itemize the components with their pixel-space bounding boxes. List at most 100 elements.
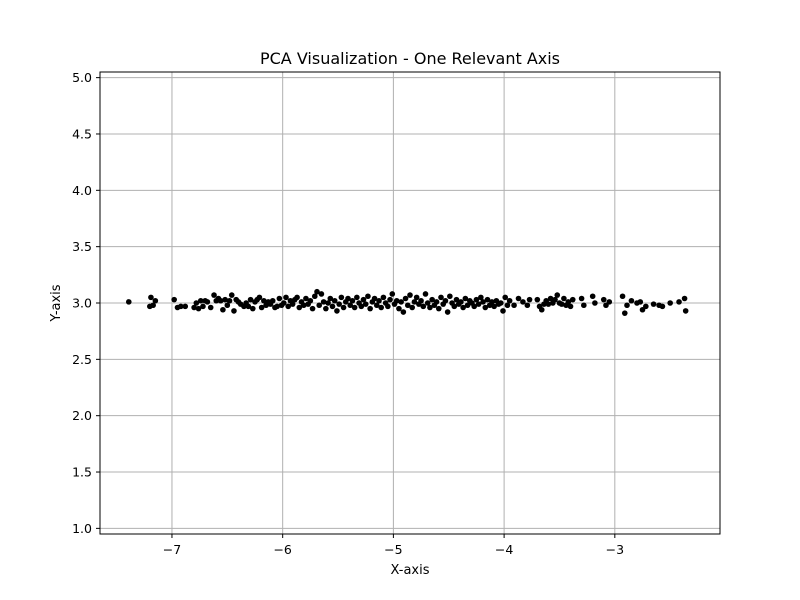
data-point	[231, 308, 237, 314]
data-point	[589, 293, 596, 300]
data-point	[404, 302, 411, 309]
data-point	[323, 305, 329, 312]
data-point	[682, 308, 689, 314]
y-tick-label: 3.5	[72, 239, 92, 254]
data-point	[378, 304, 385, 311]
x-axis-ticks: −7 −6 −5 −4 −3	[163, 534, 624, 557]
data-point	[211, 292, 217, 298]
data-point	[280, 300, 287, 306]
data-point	[491, 303, 497, 310]
data-point	[681, 295, 688, 302]
data-point	[217, 297, 224, 304]
data-point	[418, 297, 424, 304]
data-point	[389, 291, 396, 297]
x-axis-label: X-axis	[391, 563, 430, 578]
y-tick-label: 2.5	[72, 352, 92, 367]
x-tick-label: −4	[495, 542, 513, 557]
data-point	[360, 296, 367, 303]
data-point	[424, 300, 431, 306]
y-tick-label: 2.0	[72, 408, 92, 423]
x-tick-label: −6	[273, 542, 291, 557]
data-point	[460, 304, 466, 311]
data-point	[569, 296, 576, 303]
data-point	[547, 295, 554, 302]
data-point	[464, 302, 471, 309]
y-tick-label: 4.5	[72, 126, 92, 141]
data-point	[502, 294, 509, 301]
data-point	[150, 302, 156, 309]
data-point	[226, 297, 233, 304]
x-tick-label: −3	[606, 542, 624, 557]
data-point	[451, 303, 458, 310]
data-point	[422, 291, 429, 297]
data-point	[624, 302, 630, 309]
data-point	[197, 297, 204, 304]
data-point	[249, 305, 256, 312]
data-point	[314, 288, 320, 295]
data-point	[207, 304, 214, 311]
data-point	[398, 299, 404, 305]
data-point	[565, 299, 572, 305]
data-point	[376, 297, 382, 304]
data-point	[371, 295, 378, 302]
data-point	[438, 294, 444, 301]
data-point	[182, 303, 189, 310]
data-point	[325, 300, 331, 306]
data-point	[667, 300, 673, 306]
data-point	[400, 309, 407, 315]
y-tick-label: 4.0	[72, 183, 92, 198]
data-point	[524, 302, 531, 309]
data-point	[367, 305, 373, 312]
data-point	[245, 303, 252, 310]
data-point	[303, 295, 309, 302]
data-point	[351, 304, 358, 311]
chart-title: PCA Visualization - One Relevant Axis	[260, 49, 560, 68]
data-point	[261, 297, 267, 304]
data-point	[429, 296, 435, 303]
data-point	[534, 296, 541, 303]
data-point	[247, 296, 254, 303]
data-point	[200, 303, 206, 310]
data-point	[453, 296, 460, 303]
data-point	[504, 302, 511, 309]
data-point	[600, 296, 607, 303]
data-point	[358, 303, 365, 310]
data-point	[552, 296, 558, 303]
data-point	[420, 303, 427, 310]
y-axis-label: Y-axis	[49, 284, 64, 322]
data-point	[489, 299, 495, 305]
data-point	[444, 309, 451, 315]
data-point	[349, 297, 356, 304]
data-point	[515, 295, 522, 302]
y-tick-label: 3.0	[72, 296, 92, 311]
data-point	[628, 297, 635, 304]
data-point	[447, 293, 453, 300]
data-point	[256, 294, 263, 301]
data-point	[311, 293, 318, 300]
data-point	[637, 299, 644, 305]
data-point	[462, 295, 469, 302]
data-point	[258, 304, 265, 311]
y-tick-label: 1.0	[72, 521, 92, 536]
data-point	[676, 299, 682, 305]
data-point	[274, 303, 280, 310]
data-point	[195, 305, 202, 312]
data-point	[471, 303, 478, 310]
data-point	[222, 296, 228, 303]
data-point	[643, 303, 649, 310]
data-point	[336, 301, 342, 307]
data-point	[427, 304, 433, 311]
data-point	[409, 304, 416, 311]
data-point	[276, 295, 283, 302]
data-point	[520, 299, 526, 305]
data-point	[296, 304, 303, 311]
data-point	[387, 296, 393, 303]
data-point	[373, 302, 380, 309]
data-point	[327, 295, 334, 302]
data-point	[511, 302, 517, 309]
data-point	[545, 301, 552, 307]
data-point	[347, 302, 354, 309]
data-point	[193, 300, 200, 306]
data-point	[365, 293, 371, 300]
data-point	[316, 302, 323, 309]
